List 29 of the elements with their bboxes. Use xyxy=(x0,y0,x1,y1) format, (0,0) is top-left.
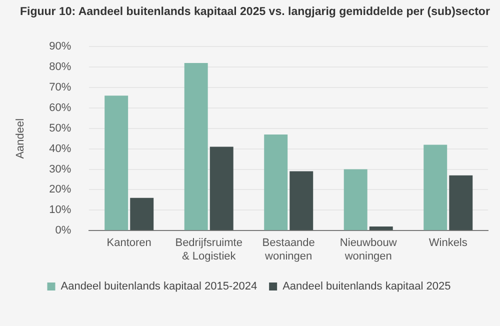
bar xyxy=(344,169,368,230)
bar xyxy=(184,62,208,230)
x-tick-label: Kantoren xyxy=(106,237,152,250)
x-tick-label: Nieuwbouw woningen xyxy=(340,237,397,262)
x-tick-label: Bestaande woningen xyxy=(262,237,315,262)
chart-title: Figuur 10: Aandeel buitenlands kapitaal 2025 vs. langjarig gemiddelde per (sub)sector xyxy=(20,6,490,18)
y-tick-label: 50% xyxy=(49,122,72,134)
bar xyxy=(210,146,234,230)
y-tick-label: 60% xyxy=(49,102,72,114)
y-tick-label: 90% xyxy=(49,40,72,53)
legend-label: Aandeel buitenlands kapitaal 2015-2024 xyxy=(60,280,258,293)
y-tick-label: 10% xyxy=(49,204,72,216)
bar xyxy=(369,226,393,230)
y-tick-label: 40% xyxy=(49,142,72,155)
bar xyxy=(424,144,448,230)
bar xyxy=(290,171,314,230)
legend-label: Aandeel buitenlands kapitaal 2025 xyxy=(282,280,451,293)
y-tick-label: 30% xyxy=(49,163,72,176)
y-tick-label: 70% xyxy=(49,82,72,94)
x-tick-label: Winkels xyxy=(428,237,468,250)
bar xyxy=(130,198,154,230)
y-axis-title: Aandeel xyxy=(14,118,27,159)
y-tick-label: 0% xyxy=(55,224,72,237)
x-tick-label: Bedrijfsruimte & Logistiek xyxy=(175,237,242,262)
y-tick-label: 20% xyxy=(49,184,72,196)
y-tick-label: 80% xyxy=(49,61,72,74)
bar xyxy=(449,175,473,230)
bar xyxy=(104,96,128,230)
bar xyxy=(264,134,288,230)
